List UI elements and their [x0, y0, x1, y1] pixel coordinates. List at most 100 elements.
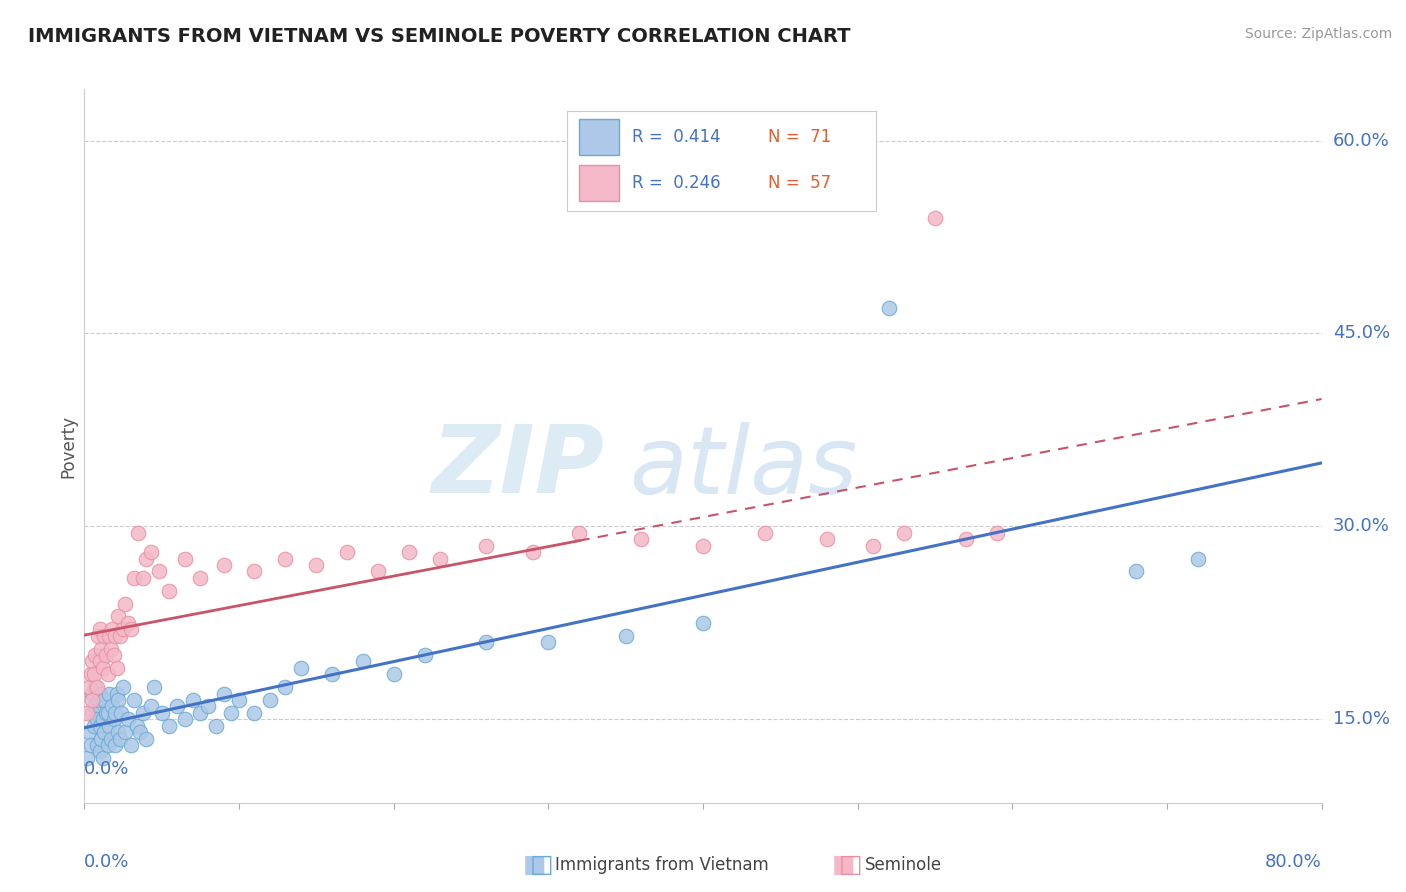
- Point: [94, 648, 117, 662]
- Point: [259, 693, 281, 707]
- Point: [877, 301, 900, 315]
- Bar: [579, 119, 620, 154]
- Point: [367, 565, 389, 579]
- Point: [475, 539, 498, 553]
- Point: [120, 622, 142, 636]
- Point: [305, 558, 328, 572]
- Point: [93, 725, 115, 739]
- Point: [90, 641, 112, 656]
- Point: [98, 686, 121, 700]
- Point: [96, 667, 118, 681]
- Text: Seminole: Seminole: [865, 856, 942, 874]
- Point: [77, 680, 100, 694]
- Point: [127, 525, 149, 540]
- Point: [82, 654, 104, 668]
- Text: 0.0%: 0.0%: [84, 853, 129, 871]
- Point: [143, 680, 166, 694]
- Point: [110, 706, 132, 720]
- Point: [159, 719, 180, 733]
- Point: [352, 654, 374, 668]
- Point: [159, 583, 180, 598]
- Point: [87, 629, 110, 643]
- Point: [692, 539, 714, 553]
- Point: [188, 706, 211, 720]
- Point: [105, 661, 128, 675]
- Point: [815, 533, 838, 547]
- Point: [112, 622, 135, 636]
- Text: Source: ZipAtlas.com: Source: ZipAtlas.com: [1244, 27, 1392, 41]
- Text: 30.0%: 30.0%: [1333, 517, 1389, 535]
- Point: [986, 525, 1008, 540]
- Point: [219, 706, 242, 720]
- Point: [174, 551, 197, 566]
- Point: [91, 751, 114, 765]
- Point: [90, 731, 112, 746]
- Point: [108, 629, 131, 643]
- Text: 60.0%: 60.0%: [1333, 132, 1389, 150]
- Point: [398, 545, 420, 559]
- Point: [274, 551, 297, 566]
- Point: [139, 545, 162, 559]
- Point: [135, 731, 157, 746]
- Text: ■: ■: [523, 854, 546, 877]
- Text: □: □: [530, 854, 553, 877]
- Point: [135, 551, 157, 566]
- Point: [112, 680, 135, 694]
- Point: [96, 738, 118, 752]
- Point: [89, 622, 111, 636]
- Point: [84, 699, 107, 714]
- Point: [1125, 565, 1147, 579]
- Text: atlas: atlas: [628, 422, 858, 513]
- Point: [91, 661, 114, 675]
- Point: [150, 706, 173, 720]
- Point: [321, 667, 343, 681]
- Point: [107, 609, 129, 624]
- Point: [522, 545, 544, 559]
- Point: [924, 211, 946, 225]
- Point: [537, 635, 560, 649]
- Point: [83, 667, 105, 681]
- Text: N =  71: N = 71: [768, 128, 831, 145]
- Point: [107, 693, 129, 707]
- Text: ZIP: ZIP: [432, 421, 605, 514]
- Point: [382, 667, 405, 681]
- Text: □: □: [839, 854, 862, 877]
- Point: [429, 551, 451, 566]
- Text: N =  57: N = 57: [768, 174, 831, 192]
- Point: [243, 565, 266, 579]
- Point: [212, 558, 235, 572]
- Point: [101, 699, 124, 714]
- Point: [103, 648, 125, 662]
- Point: [86, 712, 108, 726]
- Bar: [579, 164, 620, 201]
- Point: [122, 693, 145, 707]
- Point: [89, 744, 111, 758]
- Point: [197, 699, 219, 714]
- Text: R =  0.246: R = 0.246: [631, 174, 720, 192]
- Point: [79, 667, 101, 681]
- Text: ■: ■: [832, 854, 855, 877]
- Point: [82, 706, 104, 720]
- Point: [212, 686, 235, 700]
- Point: [76, 706, 98, 720]
- Point: [475, 635, 498, 649]
- Point: [181, 693, 204, 707]
- Point: [630, 533, 652, 547]
- Point: [117, 615, 139, 630]
- Point: [129, 725, 152, 739]
- Point: [96, 706, 118, 720]
- Point: [107, 725, 129, 739]
- Point: [120, 738, 142, 752]
- Text: 0.0%: 0.0%: [84, 760, 129, 778]
- Point: [413, 648, 436, 662]
- Point: [290, 661, 312, 675]
- Point: [139, 699, 162, 714]
- Point: [100, 641, 122, 656]
- Point: [1187, 551, 1209, 566]
- Point: [89, 654, 111, 668]
- Point: [104, 738, 127, 752]
- Point: [174, 712, 197, 726]
- Point: [274, 680, 297, 694]
- Point: [89, 686, 111, 700]
- Point: [228, 693, 250, 707]
